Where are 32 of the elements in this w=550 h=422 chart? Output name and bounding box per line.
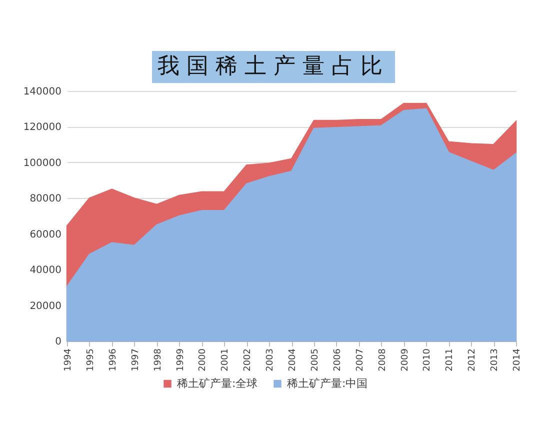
y-tick-label: 20000 — [30, 300, 62, 312]
x-tick-label: 2011 — [445, 348, 456, 372]
chart-title: 我国稀土产量占比 — [152, 51, 395, 83]
y-tick-label: 120000 — [23, 122, 62, 134]
x-tick-label: 2000 — [198, 348, 208, 372]
y-tick-label: 40000 — [30, 265, 62, 276]
legend-label: 稀土矿产量:中国 — [287, 376, 368, 390]
y-tick-label: 80000 — [30, 194, 62, 205]
x-tick-label: 2003 — [266, 348, 276, 372]
x-tick-label: 1996 — [108, 348, 118, 372]
legend-label: 稀土矿产量:全球 — [177, 376, 258, 390]
x-tick-label: 1997 — [130, 348, 141, 372]
y-tick-label: 0 — [55, 336, 62, 348]
x-tick-label: 2001 — [220, 348, 231, 372]
x-tick-label: 1994 — [64, 348, 74, 372]
x-tick-label: 2012 — [468, 348, 478, 372]
x-tick-label: 2005 — [310, 348, 320, 372]
x-tick-label: 2009 — [400, 348, 410, 372]
x-tick-label: 2006 — [332, 348, 343, 372]
x-tick-label: 2004 — [288, 348, 298, 372]
x-tick-label: 1999 — [176, 348, 186, 372]
x-tick-label: 2007 — [355, 348, 366, 372]
x-tick-label: 2002 — [243, 348, 254, 372]
x-tick-label: 2008 — [378, 348, 388, 372]
x-tick-label: 2013 — [490, 348, 500, 372]
x-tick-label: 2014 — [512, 348, 522, 372]
x-tick-label: 2010 — [422, 348, 433, 372]
y-tick-label: 60000 — [30, 229, 62, 240]
y-tick-label: 100000 — [23, 158, 62, 169]
y-tick-label: 140000 — [23, 86, 62, 98]
x-tick-label: 1998 — [153, 348, 164, 372]
x-tick-label: 1995 — [86, 348, 96, 372]
